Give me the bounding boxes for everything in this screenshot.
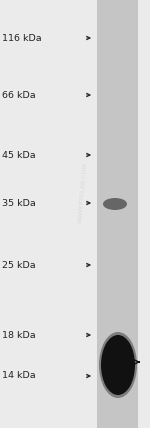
Text: 18 kDa: 18 kDa	[2, 330, 36, 339]
Bar	[120, 0, 123, 428]
Text: 35 kDa: 35 kDa	[2, 199, 36, 208]
Text: 14 kDa: 14 kDa	[2, 372, 36, 380]
Ellipse shape	[103, 198, 127, 210]
Bar	[112, 0, 116, 428]
Bar	[127, 0, 130, 428]
Text: 116 kDa: 116 kDa	[2, 33, 42, 42]
Bar	[128, 0, 131, 428]
Bar	[105, 0, 108, 428]
Text: WWW.PTGLAB.COM: WWW.PTGLAB.COM	[77, 162, 88, 223]
Bar	[118, 0, 121, 428]
Text: 66 kDa: 66 kDa	[2, 90, 36, 99]
Bar	[116, 0, 119, 428]
Ellipse shape	[101, 335, 135, 395]
Bar	[114, 0, 117, 428]
Ellipse shape	[99, 332, 137, 398]
Bar	[125, 0, 128, 428]
Bar	[109, 0, 112, 428]
Text: 25 kDa: 25 kDa	[2, 261, 36, 270]
Bar	[123, 0, 126, 428]
Bar	[111, 0, 114, 428]
Bar	[104, 0, 107, 428]
Bar	[121, 0, 124, 428]
Bar	[97, 0, 138, 428]
Bar	[107, 0, 110, 428]
Text: 45 kDa: 45 kDa	[2, 151, 36, 160]
